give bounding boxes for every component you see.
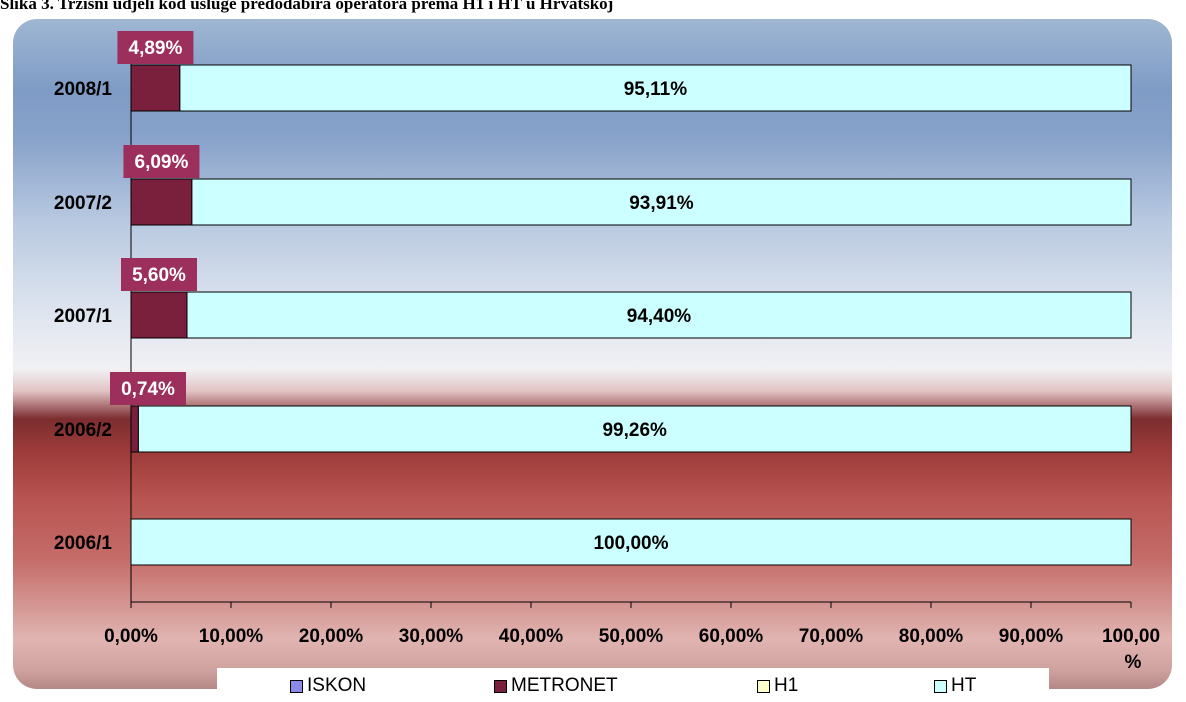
legend-swatch	[290, 679, 303, 693]
data-label-metronet: 0,74%	[121, 379, 175, 400]
x-tick-label: 60,00%	[699, 626, 764, 647]
category-label: 2006/2	[54, 420, 112, 441]
x-tick-label: 20,00%	[299, 626, 364, 647]
category-label: 2006/1	[54, 533, 113, 554]
x-axis-unit-label: %	[1125, 652, 1142, 673]
x-tick-label: 0,00%	[104, 626, 158, 647]
data-label-box-metronet	[117, 31, 194, 64]
data-label-box-metronet	[110, 372, 186, 405]
category-label: 2007/2	[54, 193, 112, 214]
category-label: 2007/1	[54, 306, 113, 327]
data-label-metronet: 6,09%	[135, 152, 189, 173]
legend-item-iskon: ISKON	[290, 675, 367, 696]
x-tick-label: 100,00	[1102, 626, 1160, 647]
legend-label: H1	[774, 675, 799, 696]
data-label-ht: 93,91%	[629, 193, 694, 214]
data-label-metronet: 5,60%	[132, 265, 186, 286]
legend-label: HT	[951, 675, 977, 696]
bar-ht	[137, 405, 1132, 453]
data-label-box-metronet	[123, 145, 200, 178]
legend-swatch	[934, 679, 947, 693]
legend-swatch	[494, 679, 507, 693]
bar-metronet	[130, 291, 188, 339]
bar-ht	[179, 64, 1132, 112]
chart-title: Slika 3. Tržišni udjeli kod usluge predo…	[0, 0, 614, 13]
legend-label: METRONET	[511, 675, 618, 696]
x-tick-label: 90,00%	[999, 626, 1064, 647]
data-label-metronet: 4,89%	[129, 38, 183, 59]
chart-background-panel	[13, 19, 1172, 689]
x-tick-label: 80,00%	[899, 626, 964, 647]
data-label-ht: 94,40%	[627, 306, 692, 327]
chart-legend: ISKON METRONET H1 HT	[217, 668, 1049, 702]
legend-label: ISKON	[307, 675, 367, 696]
category-label: 2008/1	[54, 79, 113, 100]
bar-metronet	[130, 405, 139, 453]
data-label-ht: 95,11%	[624, 79, 687, 100]
data-label-box-metronet	[121, 258, 197, 291]
bar-ht	[130, 518, 1132, 566]
x-tick-label: 40,00%	[499, 626, 564, 647]
legend-item-ht: HT	[934, 675, 977, 696]
x-tick-label: 10,00%	[199, 626, 264, 647]
legend-item-h1: H1	[757, 675, 799, 696]
bar-ht	[186, 291, 1132, 339]
legend-swatch	[757, 679, 770, 693]
x-tick-label: 70,00%	[799, 626, 864, 647]
data-label-ht: 100,00%	[593, 533, 668, 554]
x-tick-label: 50,00%	[599, 626, 664, 647]
data-label-ht: 99,26%	[602, 420, 667, 441]
x-tick-label: 30,00%	[399, 626, 464, 647]
bar-metronet	[130, 64, 181, 112]
bar-ht	[191, 178, 1132, 226]
legend-item-metronet: METRONET	[494, 675, 618, 696]
bar-metronet	[130, 178, 193, 226]
